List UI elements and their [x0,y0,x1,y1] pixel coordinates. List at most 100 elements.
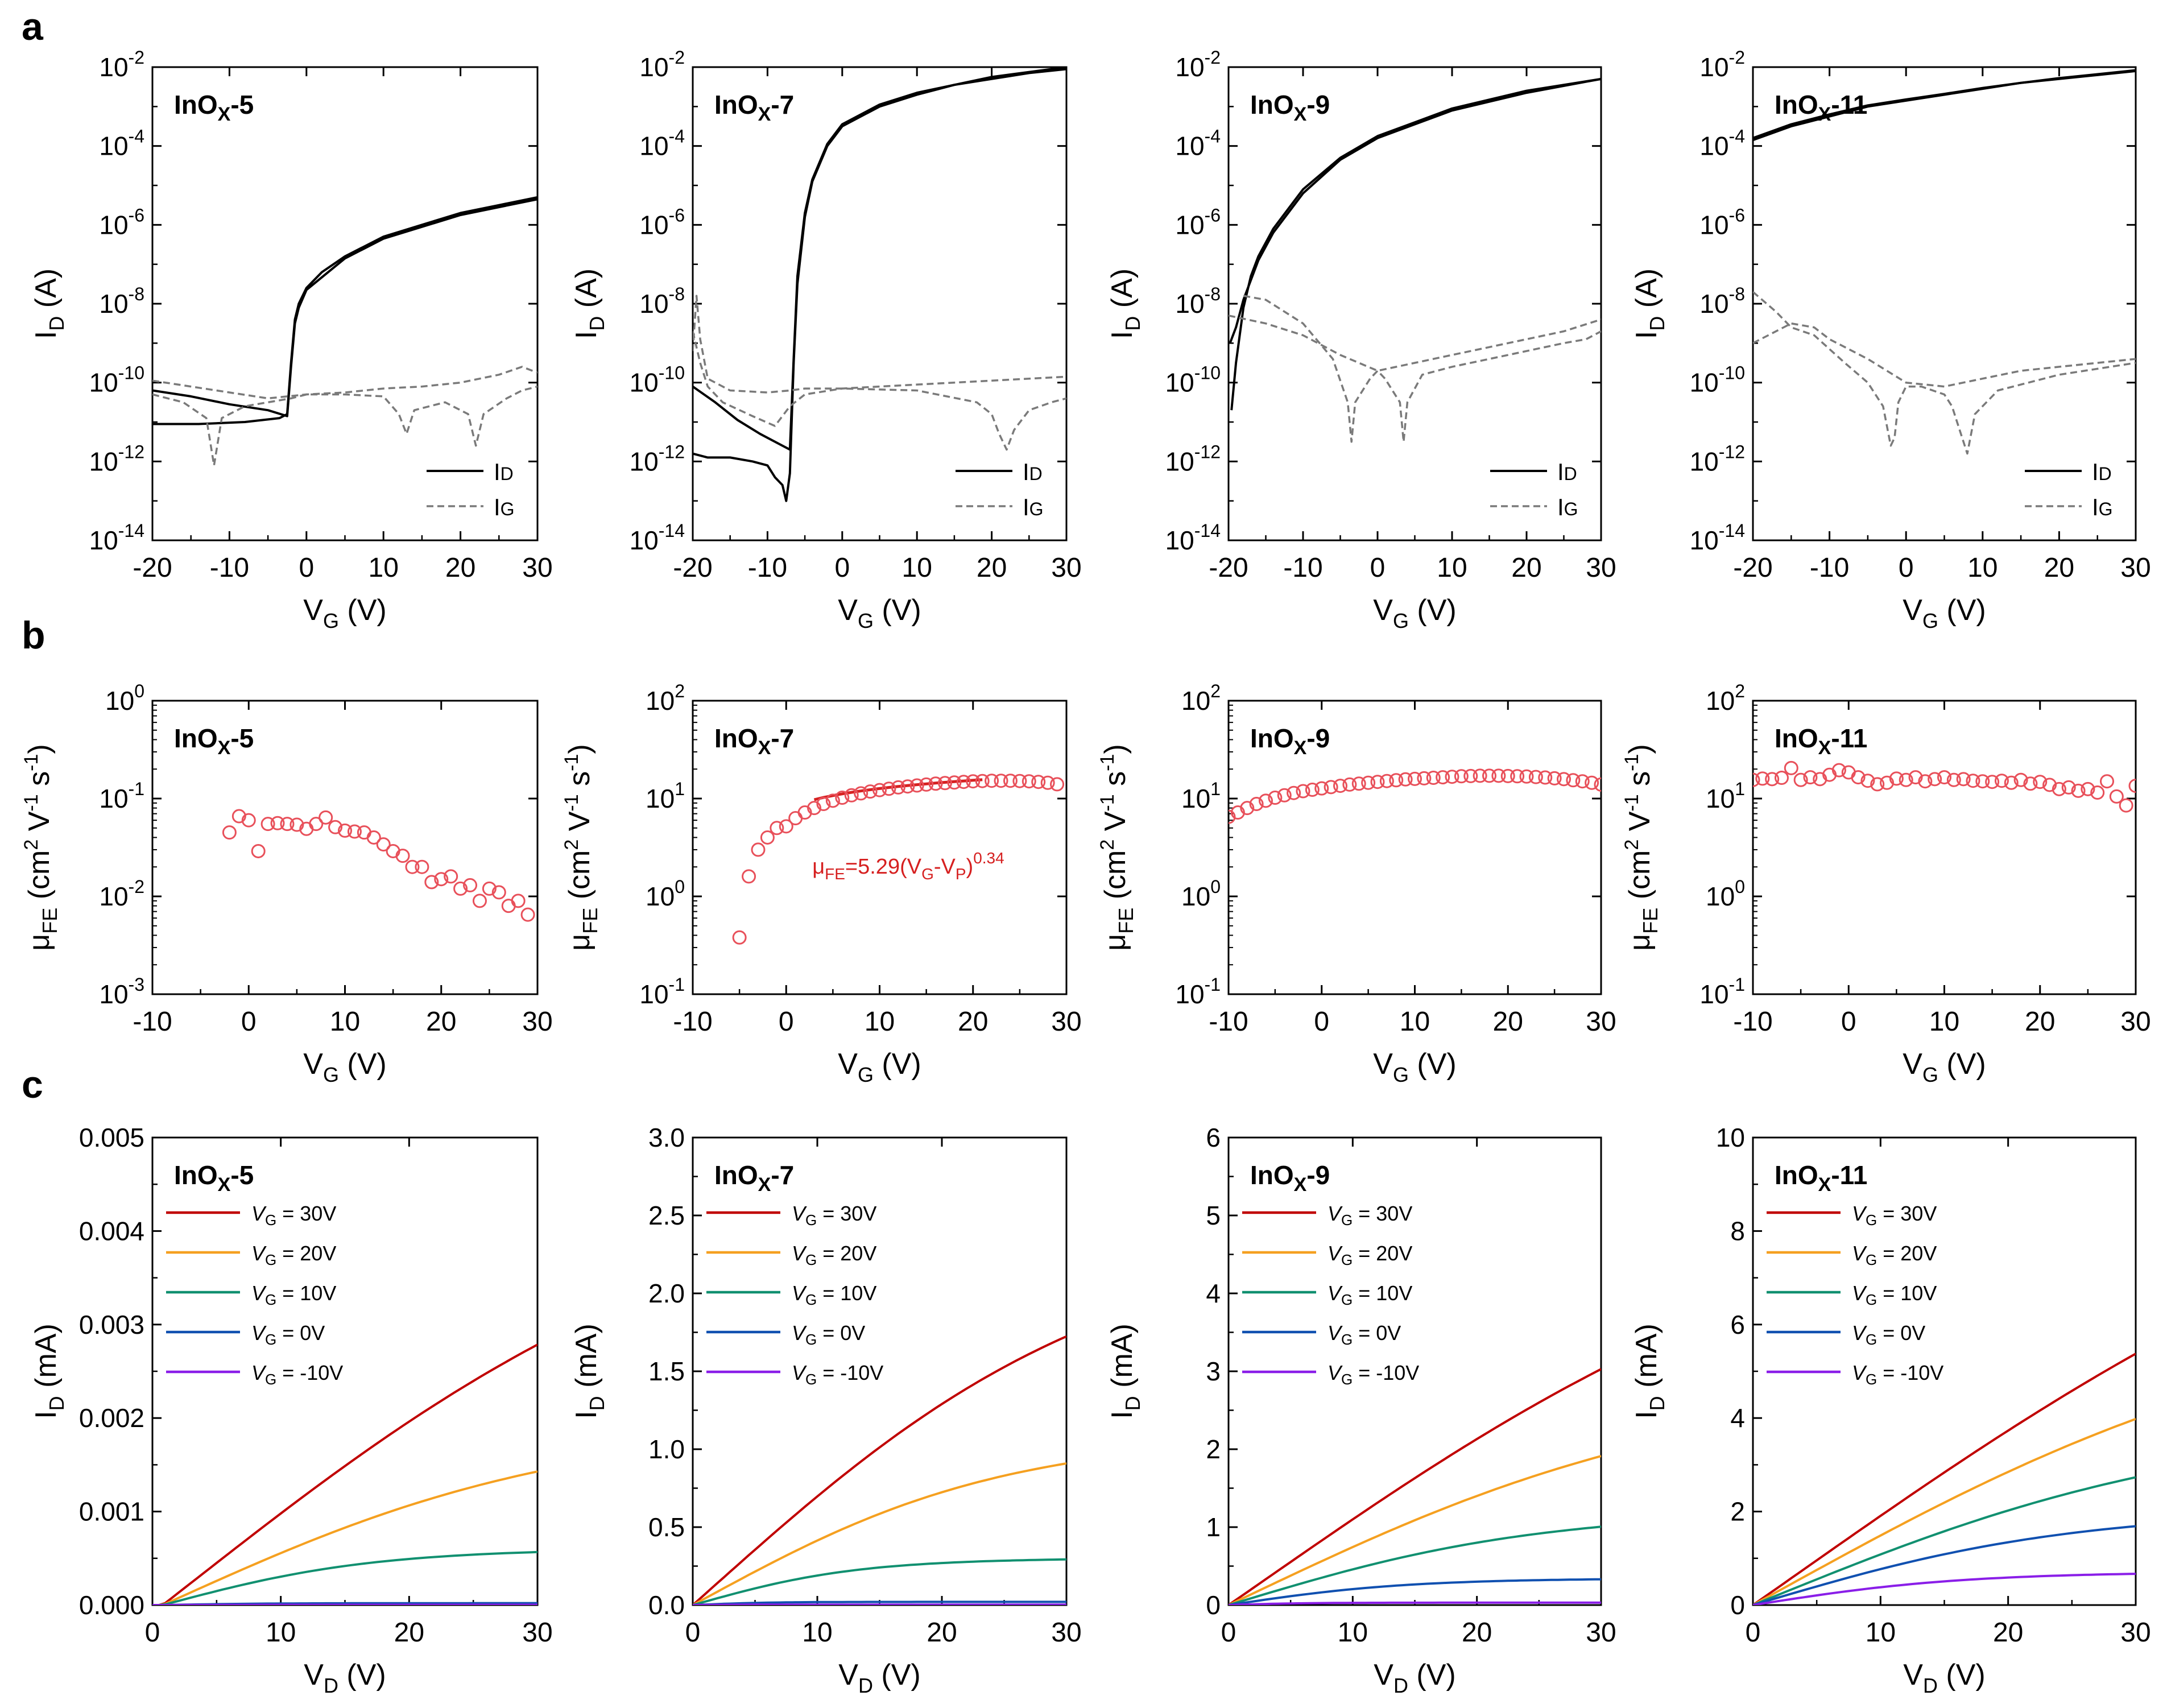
data-point [434,872,449,887]
y-tick-label: 10-6 [1699,205,1745,239]
y-axis-label: ID (mA) [570,1324,609,1419]
output-curve [1229,1455,1601,1605]
data-point [1547,771,1562,785]
x-tick-label: 30 [1586,553,1616,583]
legend-id-label: ID [2092,458,2112,485]
panel-title: InOX-5 [174,723,254,759]
x-tick-label: 10 [1437,553,1467,583]
data-point [1985,775,2000,789]
y-tick-label: 10-6 [99,205,144,239]
data-point [2100,774,2115,789]
y-tick-label: 0.004 [79,1216,144,1246]
data-point [1445,770,1459,784]
data-point [270,816,285,830]
panel-a-inox-5: -20 -10 0 10 20 30 10-14 10-12 10-10 10-8 10-6 10-4… [30,47,553,632]
data-point [788,811,803,826]
data-point [1389,773,1404,788]
data-point [2033,775,2048,789]
data-point [1333,779,1347,793]
data-point [760,830,775,845]
data-point [290,817,304,832]
output-curve [1753,1573,2136,1605]
ig-curve [693,331,1066,427]
data-point [1022,774,1036,789]
y-tick-label: 3 [1206,1357,1221,1386]
y-tick-label: 10-12 [89,441,144,476]
data-point [1324,780,1338,795]
y-tick-label: 10-1 [639,974,685,1009]
legend-label: VG = 0V [1328,1321,1401,1348]
data-point [1585,775,1599,790]
data-point [1417,771,1432,785]
legend-label: VG = 20V [251,1242,336,1268]
plot-area [1229,1368,1601,1605]
y-axis-label: μFE (cm2 V-1 s-1) [20,744,61,950]
x-tick-label: 30 [1586,1618,1616,1648]
y-tick-label: 10-2 [1699,47,1745,82]
x-axis-label: VG (V) [303,1048,386,1086]
y-tick-label: 101 [1706,779,1745,813]
y-tick-label: 10-1 [1699,974,1745,1009]
data-point [1361,775,1376,790]
panel-a-inox-7: -20 -10 0 10 20 30 10-14 10-12 10-10 10-8 10-6 10-4… [570,47,1082,632]
x-tick-label: 30 [522,1007,552,1037]
y-tick-label: 10-2 [99,876,144,911]
data-point [2023,776,2038,791]
data-point [453,881,468,896]
x-tick-label: 0 [1221,1618,1236,1648]
data-point [1436,770,1450,785]
data-point [1408,771,1422,786]
legend-ig-label: IG [1023,494,1044,520]
output-curve [693,1462,1066,1605]
y-tick-label: 10-4 [1175,126,1221,161]
panel-b-inox-7: -10 0 10 20 30 10-1 100 101 102 VG (V) μFE (cm2 V-… [561,681,1082,1086]
y-tick-label: 102 [646,681,685,716]
x-tick-label: 0 [1746,1618,1761,1648]
y-tick-label: 5 [1206,1201,1221,1230]
ig-curve [152,366,537,400]
data-point [985,774,999,788]
x-axis-label: VD (V) [304,1659,386,1697]
y-tick-label: 10-1 [99,779,144,813]
data-point [1012,774,1027,788]
x-tick-label: 30 [2120,1618,2151,1648]
x-axis-label: VG (V) [1903,1048,1986,1086]
x-tick-label: 30 [522,1618,552,1648]
y-tick-label: 0 [1730,1590,1745,1620]
legend-id-label: ID [1023,458,1043,485]
y-tick-label: 10-8 [639,284,685,319]
x-tick-label: 10 [1866,1618,1896,1648]
x-tick-label: 20 [2025,1007,2055,1037]
data-point [424,875,439,890]
x-tick-label: 10 [1967,553,1998,583]
y-tick-label: 0 [1206,1590,1221,1620]
legend-label: VG = 10V [251,1281,336,1308]
data-point [1538,770,1553,785]
output-curve [693,1558,1066,1605]
y-tick-label: 10 [1716,1123,1745,1152]
data-point [1229,809,1236,824]
x-tick-label: 20 [977,553,1007,583]
data-point [415,859,429,874]
x-tick-label: -10 [1810,553,1849,583]
data-point [854,786,869,801]
x-tick-label: -20 [133,553,172,583]
panel-title: InOX-9 [1250,1160,1330,1196]
y-tick-label: 102 [1706,681,1745,716]
data-point [231,809,246,824]
panel-title: InOX-11 [1775,1160,1867,1196]
data-point [1351,776,1366,791]
data-point [1249,797,1264,812]
x-tick-label: -20 [1733,553,1772,583]
y-tick-label: 10-12 [1690,441,1745,476]
data-point [482,881,497,896]
y-tick-label: 10-14 [630,520,685,555]
data-point [732,930,747,945]
data-point [1454,769,1469,784]
data-point [1994,774,2009,788]
panel-title: InOX-7 [714,723,794,759]
data-point [2061,780,2076,795]
data-point [1956,772,1971,787]
data-point [520,907,535,922]
y-tick-label: 2.0 [648,1279,685,1308]
